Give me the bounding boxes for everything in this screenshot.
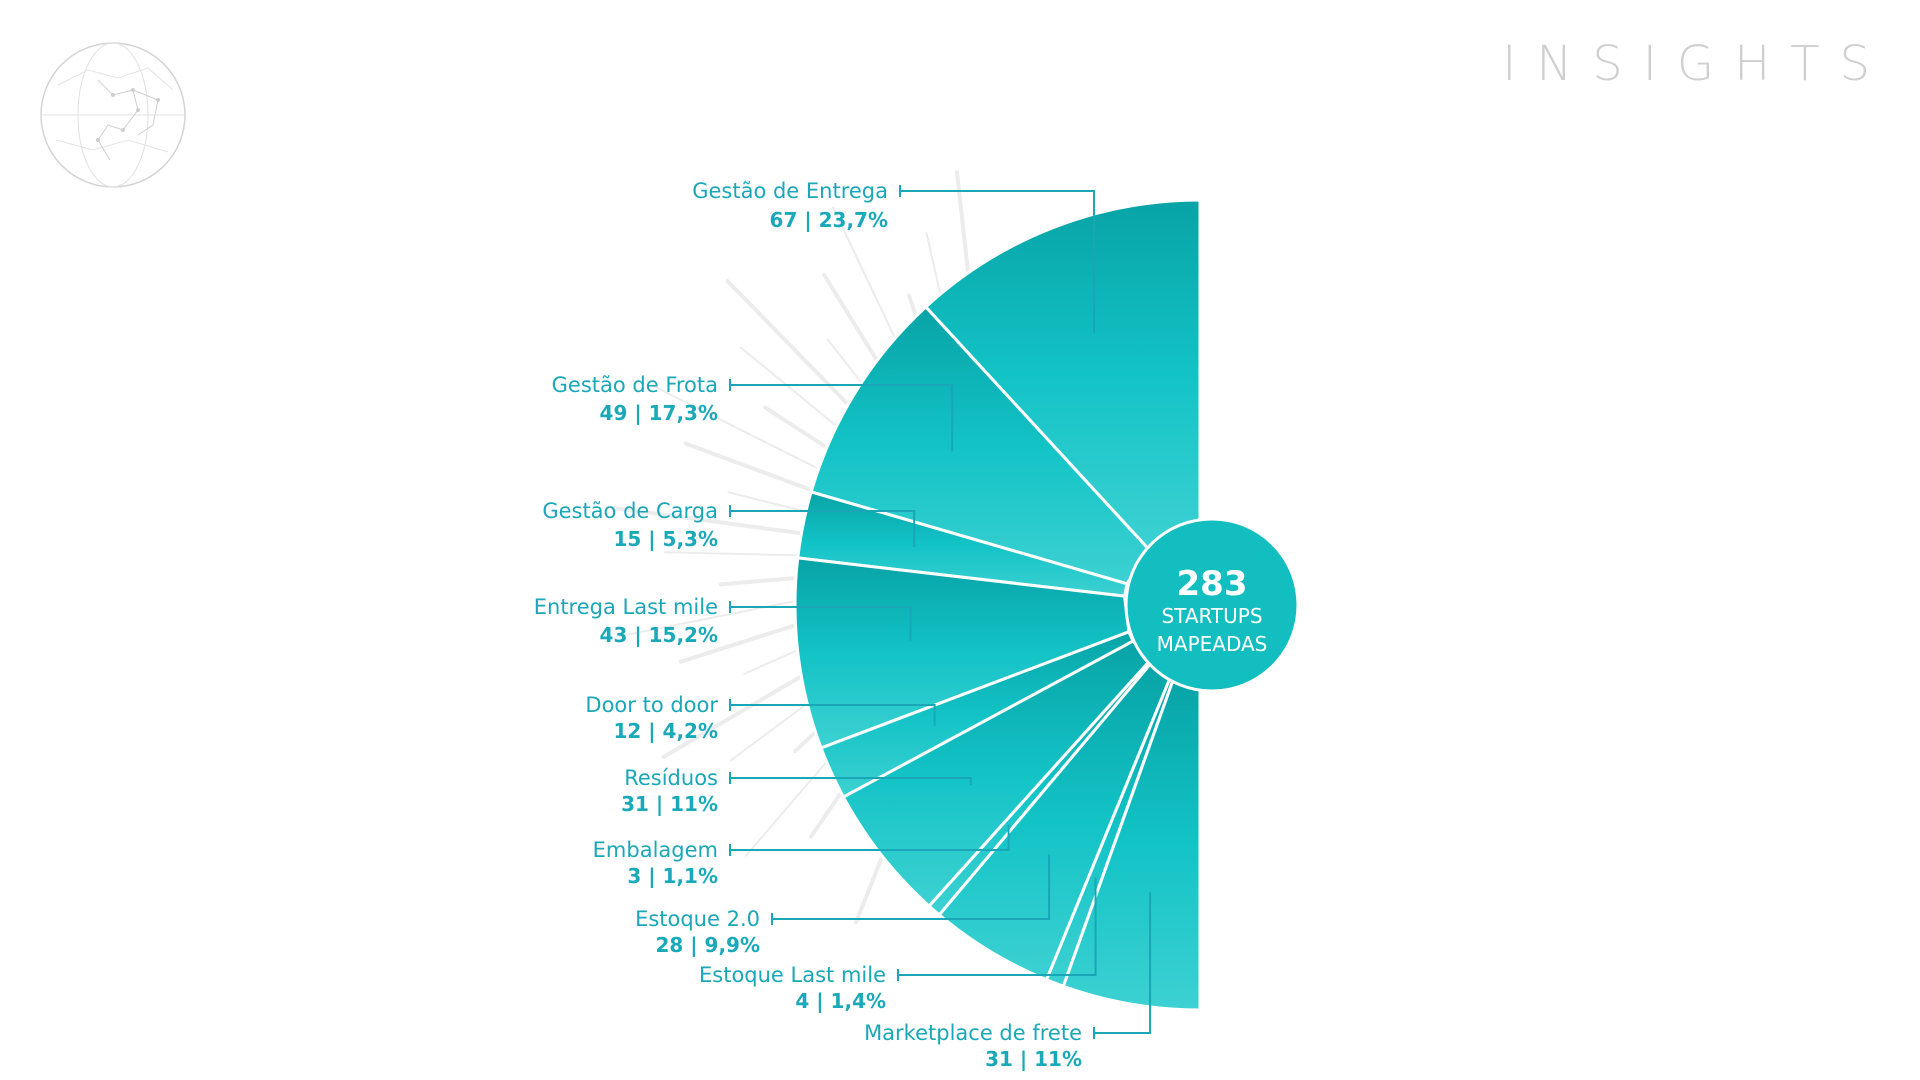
slice-label: Gestão de Carga [542,499,718,523]
slice-value-label: 28 | 9,9% [655,933,760,957]
slice-label: Resíduos [624,766,718,790]
leader-line [730,777,972,786]
slice-label: Estoque 2.0 [635,907,760,931]
pie-slice-10 [1061,674,1202,1012]
leader-line [730,384,954,452]
slice-value-label: 3 | 1,1% [627,864,718,888]
page-title: INSIGHTS [1502,36,1890,92]
pie-slice-2 [809,304,1151,586]
center-total-caption-line2: MAPEADAS [1157,632,1268,656]
slice-label: Embalagem [593,838,718,862]
center-total-badge [1124,517,1300,693]
slice-value-label: 15 | 5,3% [613,527,718,551]
slice-value-label: 12 | 4,2% [613,719,718,743]
slice-label: Estoque Last mile [699,963,886,987]
slice-label: Gestão de Entrega [692,179,888,203]
center-total-caption-line1: STARTUPS [1161,604,1262,628]
globe-icon [40,42,186,188]
slice-value-label: 4 | 1,4% [795,989,886,1013]
slice-label: Marketplace de frete [864,1021,1082,1045]
slice-label: Entrega Last mile [534,595,718,619]
slice-label: Gestão de Frota [552,373,718,397]
slice-value-label: 43 | 15,2% [600,623,718,647]
leader-line [772,854,1051,920]
leader-line [730,606,912,641]
leader-line [730,510,916,548]
leader-line [730,824,1010,851]
slice-value-label: 67 | 23,7% [770,208,888,232]
slice-value-label: 31 | 11% [621,792,718,816]
leader-line [1094,892,1152,1034]
slice-label: Door to door [585,693,718,717]
leader-line [730,704,936,726]
leader-line [900,190,1096,334]
pie-slice-1 [923,198,1202,551]
slice-value-label: 49 | 17,3% [600,401,718,425]
slice-value-label: 31 | 11% [985,1047,1082,1071]
leader-line [898,877,1097,976]
center-total-value: 283 [1177,564,1248,604]
